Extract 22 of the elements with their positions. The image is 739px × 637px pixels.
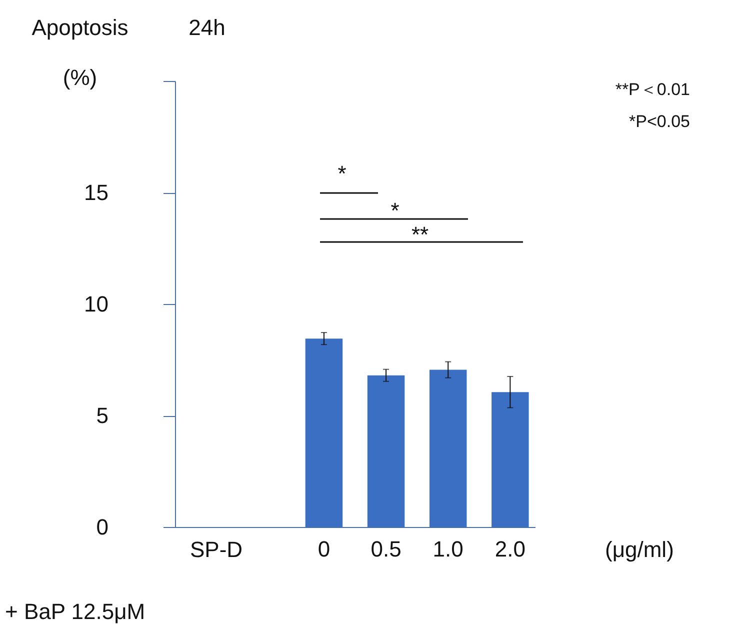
annotation: ** xyxy=(411,222,429,247)
text: *P<0.05 xyxy=(629,112,690,131)
y-tick-label: 0 xyxy=(96,514,108,540)
bar xyxy=(305,338,343,527)
x-tick-label: 0 xyxy=(318,536,330,562)
annotation: * xyxy=(338,161,347,186)
text: (μg/ml) xyxy=(605,537,674,562)
chart-title: 24h xyxy=(188,15,226,40)
annotation: * xyxy=(390,198,400,223)
y-tick-label: 5 xyxy=(96,403,108,428)
x-axis-title: SP-D xyxy=(190,537,243,562)
y-axis-title: Apoptosis (%) xyxy=(32,15,128,90)
text: + BaP 12.5μM xyxy=(5,599,146,624)
x-tick-label: 2.0 xyxy=(494,536,526,562)
x-tick-label: 0.5 xyxy=(370,536,402,562)
y-tick-label: 15 xyxy=(84,180,108,205)
x-tick-label: 1.0 xyxy=(432,536,464,562)
text: **P＜0.01 xyxy=(615,80,690,99)
bar xyxy=(367,375,405,527)
bar xyxy=(492,392,529,527)
bar xyxy=(429,370,467,527)
y-tick-label: 10 xyxy=(84,292,108,316)
